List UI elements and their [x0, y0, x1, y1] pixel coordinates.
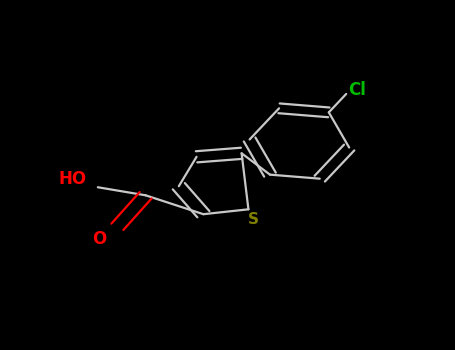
- Text: S: S: [248, 212, 258, 226]
- Text: Cl: Cl: [349, 82, 366, 99]
- Text: HO: HO: [59, 170, 87, 188]
- Text: O: O: [92, 230, 106, 248]
